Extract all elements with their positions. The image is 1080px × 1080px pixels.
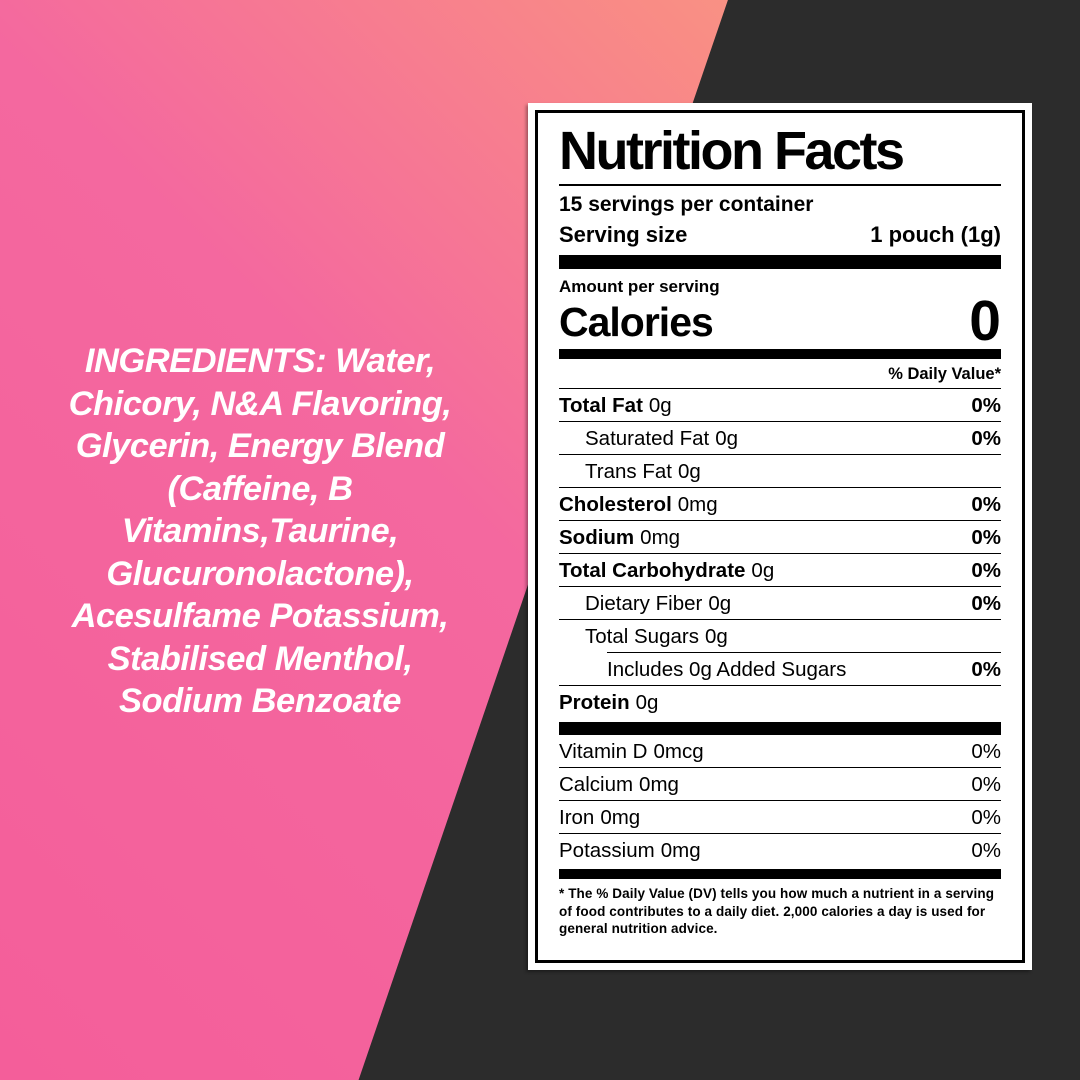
nutrient-name: Includes 0g Added Sugars <box>607 658 847 681</box>
serving-size-value: 1 pouch (1g) <box>870 222 1001 247</box>
nutrient-rows: Total Fat 0g 0% Saturated Fat 0g 0% Trans … <box>559 388 1001 718</box>
micronutrient-rows: Vitamin D 0mcg 0% Calcium 0mg 0% Iron 0mg 0… <box>559 735 1001 866</box>
nutrient-row-protein: Protein 0g <box>559 685 1001 718</box>
nutrient-dv: 0% <box>971 658 1001 681</box>
nutrient-amount: 0mg <box>600 806 641 829</box>
thick-bar <box>559 255 1001 269</box>
calories-label: Calories <box>559 299 714 345</box>
nutrient-dv: 0% <box>971 592 1001 615</box>
title-divider <box>559 184 1001 186</box>
calories-value: 0 <box>969 289 1001 353</box>
daily-value-footnote: * The % Daily Value (DV) tells you how m… <box>559 886 995 936</box>
nutrient-amount: 0g <box>648 394 672 417</box>
nutrient-amount: 0g <box>677 460 701 483</box>
nutrient-dv: 0% <box>971 427 1001 450</box>
nutrient-amount: 0g <box>635 691 659 714</box>
nutrient-row-total-carbohydrate: Total Carbohydrate 0g 0% <box>559 553 1001 586</box>
nutrient-name: Total Carbohydrate <box>559 559 746 582</box>
nutrient-name: Sodium <box>559 526 635 549</box>
nutrient-amount: 0g <box>751 559 775 582</box>
nutrient-name: Total Fat <box>559 394 643 417</box>
nutrient-dv: 0% <box>971 493 1001 516</box>
nutrient-dv: 0% <box>971 839 1001 862</box>
nutrient-amount: 0g <box>704 625 728 648</box>
nutrient-dv: 0% <box>971 773 1001 796</box>
nutrient-amount: 0g <box>715 427 739 450</box>
nutrient-amount: 0mcg <box>653 740 704 763</box>
nutrient-amount: 0mg <box>639 773 679 796</box>
amount-per-serving: Amount per serving <box>559 277 720 296</box>
nutrient-dv: 0% <box>971 806 1001 829</box>
nutrient-name: Iron <box>559 806 595 829</box>
nutrient-row-iron: Iron 0mg 0% <box>559 800 1001 833</box>
nutrient-row-added-sugars: Includes 0g Added Sugars 0% <box>559 653 1001 685</box>
nutrient-row-potassium: Potassium 0mg 0% <box>559 833 1001 866</box>
nutrient-row-vitamin-d: Vitamin D 0mcg 0% <box>559 735 1001 767</box>
thick-bar <box>559 869 1001 879</box>
nutrient-name: Calcium <box>559 773 634 796</box>
nutrient-name: Protein <box>559 691 630 714</box>
nutrient-row-saturated-fat: Saturated Fat 0g 0% <box>559 421 1001 454</box>
nutrient-amount: 0g <box>708 592 732 615</box>
nutrient-dv: 0% <box>971 526 1001 549</box>
serving-size-label: Serving size <box>559 222 688 247</box>
nutrient-row-sodium: Sodium 0mg 0% <box>559 520 1001 553</box>
thick-bar <box>559 722 1001 735</box>
nutrient-name: Dietary Fiber <box>585 592 703 615</box>
daily-value-header: % Daily Value* <box>888 365 1001 383</box>
indented-divider <box>607 652 1001 653</box>
nutrient-row-trans-fat: Trans Fat 0g <box>559 454 1001 487</box>
nutrient-dv: 0% <box>971 394 1001 417</box>
servings-per-container: 15 servings per container <box>559 193 814 216</box>
nutrient-row-cholesterol: Cholesterol 0mg 0% <box>559 487 1001 520</box>
ingredients-text: INGREDIENTS: Water, Chicory, N&A Flavori… <box>68 342 452 720</box>
nutrient-row-total-fat: Total Fat 0g 0% <box>559 388 1001 421</box>
calories-row: Calories 0 <box>559 289 1001 353</box>
nutrient-amount: 0mg <box>677 493 718 516</box>
nutrient-name: Total Sugars <box>585 625 699 648</box>
nutrient-row-total-sugars: Total Sugars 0g <box>559 619 1001 652</box>
nutrition-facts-border: Nutrition Facts 15 servings per containe… <box>535 110 1025 963</box>
nutrient-row-dietary-fiber: Dietary Fiber 0g 0% <box>559 586 1001 619</box>
nutrient-name: Saturated Fat <box>585 427 710 450</box>
nutrient-dv: 0% <box>971 559 1001 582</box>
nutrient-amount: 0mg <box>660 839 701 862</box>
nutrient-name: Vitamin D <box>559 740 648 763</box>
nutrient-amount: 0mg <box>640 526 681 549</box>
thick-bar <box>559 349 1001 359</box>
serving-size-row: Serving size 1 pouch (1g) <box>559 222 1001 248</box>
nutrient-name: Trans Fat <box>585 460 672 483</box>
nutrient-dv: 0% <box>971 740 1001 763</box>
nutrition-facts-label: Nutrition Facts 15 servings per containe… <box>528 103 1032 970</box>
nutrient-name: Cholesterol <box>559 493 672 516</box>
nutrient-row-calcium: Calcium 0mg 0% <box>559 767 1001 800</box>
nutrient-name: Potassium <box>559 839 655 862</box>
nutrition-facts-title: Nutrition Facts <box>559 121 905 181</box>
